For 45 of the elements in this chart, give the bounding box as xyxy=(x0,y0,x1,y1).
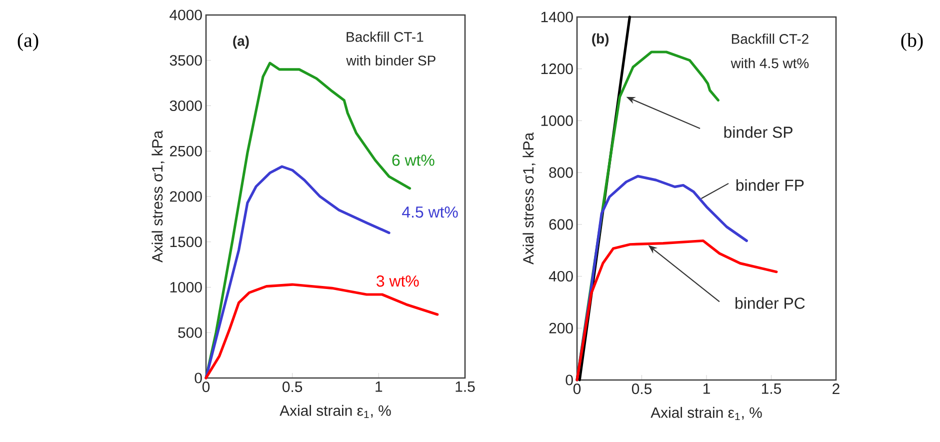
y-tick-label: 1000 xyxy=(541,115,573,126)
y-tick-label: 3500 xyxy=(170,55,202,66)
text: (b) xyxy=(901,32,923,52)
x-tick-label: 0 xyxy=(202,382,210,392)
x-tick-label: 0 xyxy=(573,384,581,394)
text: (a) xyxy=(18,32,38,52)
y-tick-label: 3000 xyxy=(170,100,202,112)
series-label: 6 wt% xyxy=(392,154,434,166)
series-label: binder PC xyxy=(736,297,805,309)
x-tick-label: 1.5 xyxy=(762,384,782,394)
annotation: (a) xyxy=(233,36,249,49)
y-tick-label: 600 xyxy=(549,219,573,230)
y-tick-label: 0 xyxy=(194,372,202,384)
x-axis-title: Axial strain ε$_{1}$, % xyxy=(280,404,391,418)
x-axis-title: Axial strain ε$_{1}$, % xyxy=(650,406,762,420)
annotation: with 4.5 wt% xyxy=(730,58,809,68)
series-label: binder SP xyxy=(724,126,792,138)
x-tick-label: 1 xyxy=(376,382,382,392)
text: binder FP xyxy=(736,179,804,191)
annotation: with binder SP xyxy=(346,55,436,66)
x-tick-label: 0.5 xyxy=(632,384,652,394)
annotation: (b) xyxy=(592,33,609,46)
y-tick-label: 1400 xyxy=(541,12,573,22)
y-axis-title: Axial stress σ1, kPa xyxy=(152,130,164,263)
annotation: Backfill CT-1 xyxy=(346,32,424,42)
y-tick-label: 400 xyxy=(548,270,573,282)
y-tick-label: 1500 xyxy=(170,236,202,248)
line-series xyxy=(576,239,778,382)
series-label: 4.5 wt% xyxy=(402,206,458,218)
y-tick-label: 2000 xyxy=(170,191,202,202)
line-series xyxy=(204,165,390,380)
annotation: Backfill CT-2 xyxy=(732,34,808,44)
y-tick-label: 200 xyxy=(549,322,573,334)
series-label: 3 wt% xyxy=(376,275,419,287)
x-tick-label: 1.5 xyxy=(456,382,475,392)
y-tick-label: 500 xyxy=(178,327,202,338)
y-tick-label: 1200 xyxy=(541,64,573,74)
x-tick-label: 2 xyxy=(832,384,840,394)
y-tick-label: 800 xyxy=(549,167,573,178)
y-tick-label: 1000 xyxy=(170,282,202,293)
y-axis-title: Axial stress σ1, kPa xyxy=(522,132,536,265)
x-tick-label: 1 xyxy=(703,384,710,394)
y-tick-label: 4000 xyxy=(170,10,202,20)
x-tick-label: 0.5 xyxy=(282,382,302,392)
y-tick-label: 2500 xyxy=(170,146,202,156)
